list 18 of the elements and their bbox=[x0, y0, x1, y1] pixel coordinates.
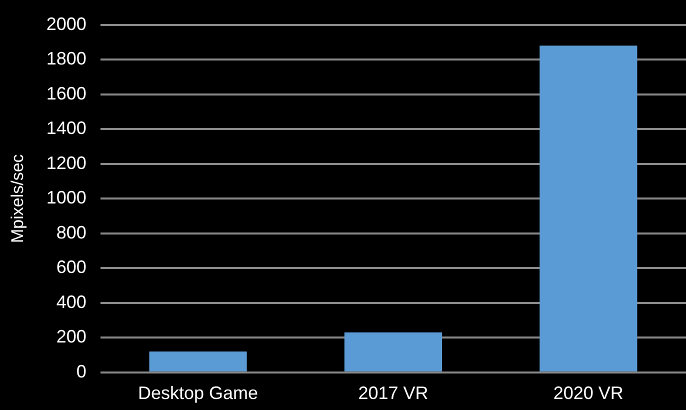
y-tick-label: 600 bbox=[56, 257, 86, 278]
bar bbox=[540, 46, 638, 372]
y-axis-title: Mpixels/sec bbox=[8, 154, 27, 244]
y-tick-label: 1400 bbox=[46, 118, 86, 138]
y-tick-label: 400 bbox=[56, 292, 86, 312]
y-tick-label: 1200 bbox=[46, 152, 86, 173]
y-tick-label: 200 bbox=[56, 326, 86, 347]
y-tick-label: 1600 bbox=[46, 83, 86, 104]
bar bbox=[344, 332, 442, 372]
bar bbox=[149, 352, 247, 372]
x-tick-label: 2020 VR bbox=[553, 383, 624, 404]
y-tick-label: 0 bbox=[76, 361, 86, 382]
y-tick-label: 1000 bbox=[46, 188, 86, 208]
x-tick-label: Desktop Game bbox=[138, 383, 258, 404]
y-tick-label: 800 bbox=[56, 222, 86, 242]
x-tick-label: 2017 VR bbox=[358, 383, 428, 404]
y-tick-label: 1800 bbox=[46, 48, 86, 69]
y-tick-label: 2000 bbox=[46, 14, 86, 34]
